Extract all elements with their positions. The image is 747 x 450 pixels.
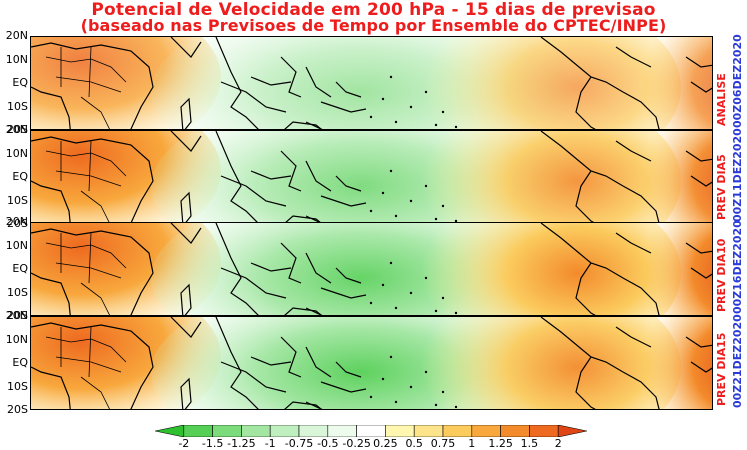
latitude-label: 20S: [7, 217, 28, 230]
colorbar-tick-label: 0.5: [405, 437, 423, 450]
colorbar-tick-label: -2: [178, 437, 190, 450]
panel-label: PREV DIA5: [715, 154, 728, 220]
map-panel-4: [30, 316, 713, 410]
colorbar-swatch: [298, 425, 329, 437]
latitude-label: EQ: [12, 356, 28, 369]
latitude-label: 10S: [7, 285, 28, 299]
map-panel-3: [30, 222, 713, 316]
panel-label: PREV DIA15: [715, 332, 728, 406]
latitude-label: 10S: [7, 193, 28, 207]
panel-label: PREV DIA10: [715, 238, 728, 312]
colorbar-swatch: [356, 425, 386, 437]
colorbar-swatch: [385, 425, 415, 437]
colorbar-swatch: [183, 425, 213, 437]
latitude-label: 20S: [7, 123, 28, 136]
colorbar-tick-label: -0.5: [317, 437, 339, 450]
colorbar-tick-label: 0.75: [430, 437, 456, 450]
panel-date: 00Z21DEZ2020: [731, 314, 744, 408]
colorbar-swatch: [471, 425, 501, 437]
map-panel-2: [30, 130, 713, 224]
latitude-label: EQ: [12, 170, 28, 183]
latitude-label: 20N: [5, 309, 28, 322]
latitude-label: 10N: [5, 332, 28, 346]
panel-date: 00Z11DEZ2020: [731, 128, 744, 222]
latitude-label: 10N: [5, 52, 28, 66]
colorbar-swatch: [442, 425, 473, 437]
colorbar-tick-label: -0.75: [284, 437, 314, 450]
colorbar-tick-label: -0.25: [342, 437, 371, 450]
colorbar-tick-label: 0.25: [373, 437, 398, 450]
colorbar: [155, 425, 587, 437]
colorbar-tick-label: -1.25: [227, 437, 256, 450]
latitude-label: 10S: [7, 99, 28, 113]
latitude-label: 20S: [7, 403, 28, 416]
colorbar-swatch: [413, 425, 444, 437]
latitude-label: EQ: [12, 76, 28, 89]
latitude-label: 20N: [5, 215, 28, 228]
latitude-label: 20N: [5, 29, 28, 42]
colorbar-tick-label: 1.5: [520, 437, 539, 450]
colorbar-tick-label: 1: [468, 437, 476, 450]
colorbar-swatch: [155, 425, 185, 437]
map-panel-1: [30, 36, 713, 130]
colorbar-swatch: [557, 425, 587, 437]
colorbar-swatch: [529, 425, 559, 437]
chart-title: Potencial de Velocidade em 200 hPa - 15 …: [91, 0, 656, 20]
latitude-label: 20S: [7, 309, 28, 322]
colorbar-tick-label: -1: [264, 437, 276, 450]
latitude-label: 10S: [7, 379, 28, 393]
latitude-label: 10N: [5, 146, 28, 160]
colorbar-swatch: [500, 425, 530, 437]
colorbar-tick-label: -1.5: [201, 437, 224, 450]
colorbar-swatch: [212, 425, 242, 437]
latitude-label: EQ: [12, 262, 28, 275]
colorbar-tick-label: 1.25: [488, 437, 513, 450]
panel-date: 00Z06DEZ2020: [731, 34, 744, 128]
colorbar-tick-label: 2: [554, 437, 562, 450]
colorbar-swatch: [327, 425, 357, 437]
colorbar-swatch: [269, 425, 300, 437]
chart-subtitle: (baseado nas Previsoes de Tempo por Ense…: [80, 16, 667, 35]
latitude-label: 10N: [5, 238, 28, 252]
colorbar-swatch: [241, 425, 271, 437]
panel-label: ANALISE: [715, 73, 728, 126]
latitude-label: 20N: [5, 123, 28, 136]
panel-date: 00Z16DEZ2020: [731, 220, 744, 314]
